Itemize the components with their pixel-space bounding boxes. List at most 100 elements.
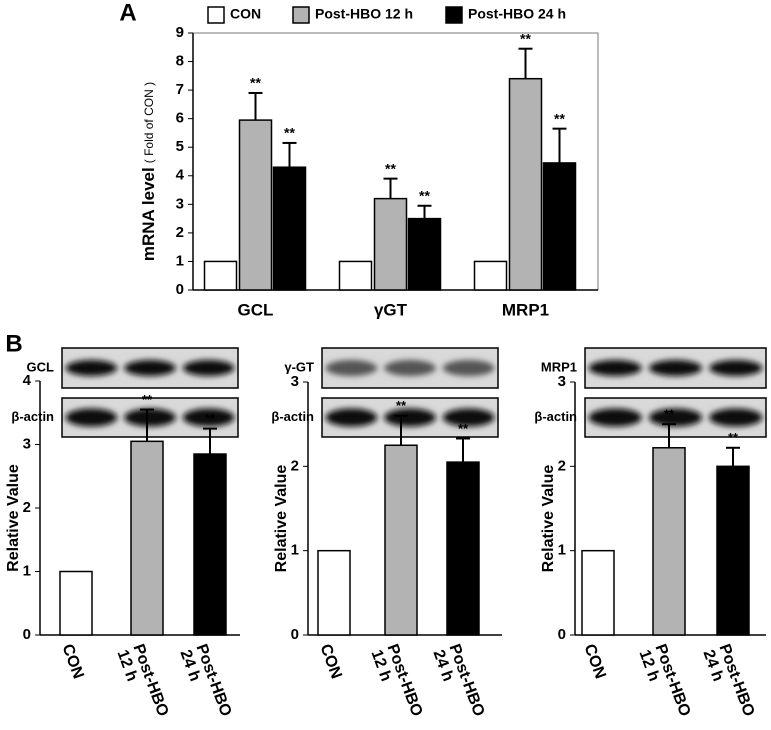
- bar: [581, 549, 615, 636]
- significance-label: **: [419, 187, 430, 203]
- bar: [473, 260, 508, 291]
- x-tick-label: CON: [580, 642, 608, 681]
- x-tick-label: Post-HBO12 h: [635, 642, 693, 725]
- y-tick-label: 0: [558, 626, 566, 643]
- blot-band: [384, 408, 436, 427]
- blot-label: GCL: [27, 359, 55, 374]
- y-tick-label: 2: [558, 457, 566, 474]
- blot-label: β-actin: [534, 409, 577, 424]
- panel-label: A: [119, 0, 136, 26]
- x-tick-label-line: Post-HBO: [715, 642, 757, 719]
- blot-band: [588, 408, 642, 427]
- y-tick-label: 6: [176, 110, 184, 127]
- x-tick-label-line: CON: [316, 642, 344, 681]
- significance-label: **: [554, 110, 565, 126]
- legend-label: Post-HBO 12 h: [315, 6, 413, 22]
- y-tick-label: 4: [176, 167, 185, 184]
- bar: [542, 162, 577, 291]
- significance-label: **: [284, 125, 295, 141]
- y-tick-label: 9: [176, 24, 184, 41]
- y-tick-label: 7: [176, 81, 184, 98]
- blot-band: [709, 360, 763, 376]
- y-tick-label: 2: [23, 499, 31, 516]
- panel-label: B: [5, 330, 22, 357]
- y-axis-unit: ( Fold of CON ): [142, 82, 156, 163]
- significance-label: **: [664, 407, 675, 422]
- bar: [130, 440, 164, 636]
- x-tick-label: γGT: [374, 300, 408, 319]
- legend-label: Post-HBO 24 h: [468, 6, 566, 22]
- y-tick-label: 3: [291, 373, 299, 390]
- bar: [193, 453, 227, 636]
- x-tick-label: Post-HBO24 h: [429, 642, 487, 725]
- y-axis-label: Relative Value: [5, 464, 22, 572]
- bar: [338, 260, 373, 291]
- blot-band: [442, 408, 495, 427]
- legend-label: CON: [230, 6, 261, 22]
- y-axis-label: Relative Value: [540, 465, 557, 573]
- x-tick-label: Post-HBO12 h: [367, 642, 425, 725]
- bar: [272, 166, 307, 291]
- blot-band: [588, 360, 642, 376]
- y-tick-label: 3: [23, 435, 31, 452]
- y-tick-label: 1: [558, 542, 566, 559]
- bar: [446, 461, 480, 636]
- blot-band: [648, 360, 703, 376]
- bar: [238, 119, 273, 291]
- y-tick-label: 0: [23, 626, 31, 643]
- y-tick-label: 4: [23, 372, 32, 389]
- y-tick-label: 3: [558, 373, 566, 390]
- x-tick-label: GCL: [238, 300, 274, 319]
- bar: [317, 549, 351, 636]
- blot-band: [65, 408, 118, 427]
- x-tick-label: Post-HBO24 h: [176, 642, 234, 725]
- blot-band: [182, 360, 235, 376]
- significance-label: **: [142, 392, 153, 407]
- x-tick-label: CON: [316, 642, 344, 681]
- blot-band: [124, 408, 176, 427]
- y-tick-label: 2: [176, 224, 184, 241]
- x-tick-label: MRP1: [502, 300, 549, 319]
- significance-label: **: [396, 398, 407, 413]
- blot-band: [384, 360, 436, 376]
- y-tick-label: 2: [291, 457, 299, 474]
- bar: [508, 77, 543, 291]
- legend-swatch: [207, 6, 225, 24]
- y-tick-label: 0: [291, 626, 299, 643]
- blot-label: γ-GT: [284, 359, 314, 374]
- y-tick-label: 1: [23, 562, 31, 579]
- y-axis-label: mRNA level ( Fold of CON ): [139, 82, 158, 261]
- blot-band: [325, 360, 378, 376]
- bar: [652, 447, 686, 636]
- bar: [373, 197, 408, 291]
- y-axis-label: Relative Value: [273, 465, 290, 573]
- blot-band: [709, 408, 763, 427]
- blot-label: MRP1: [541, 359, 577, 374]
- legend-swatch: [292, 6, 310, 24]
- legend-swatch: [445, 6, 463, 24]
- x-tick-label: CON: [58, 642, 86, 681]
- y-tick-label: 8: [176, 53, 184, 70]
- bar: [716, 465, 750, 636]
- blot-band: [124, 360, 176, 376]
- blot-band: [442, 360, 495, 376]
- blot-band: [325, 408, 378, 427]
- y-tick-label: 1: [176, 252, 184, 269]
- blot-band: [65, 360, 118, 376]
- x-tick-label-line: Post-HBO: [192, 642, 234, 719]
- y-tick-label: 0: [176, 281, 184, 298]
- x-tick-label-line: Post-HBO: [651, 642, 693, 719]
- blot-band: [648, 408, 703, 427]
- x-tick-label-line: CON: [58, 642, 86, 681]
- bar: [407, 217, 442, 291]
- significance-label: **: [520, 30, 531, 46]
- x-tick-label: Post-HBO24 h: [699, 642, 757, 725]
- y-tick-label: 3: [176, 195, 184, 212]
- x-tick-label-line: Post-HBO: [129, 642, 171, 719]
- significance-label: **: [205, 411, 216, 426]
- blot-band: [182, 408, 235, 427]
- x-tick-label-line: Post-HBO: [383, 642, 425, 719]
- bar: [203, 260, 238, 291]
- bar: [59, 570, 93, 636]
